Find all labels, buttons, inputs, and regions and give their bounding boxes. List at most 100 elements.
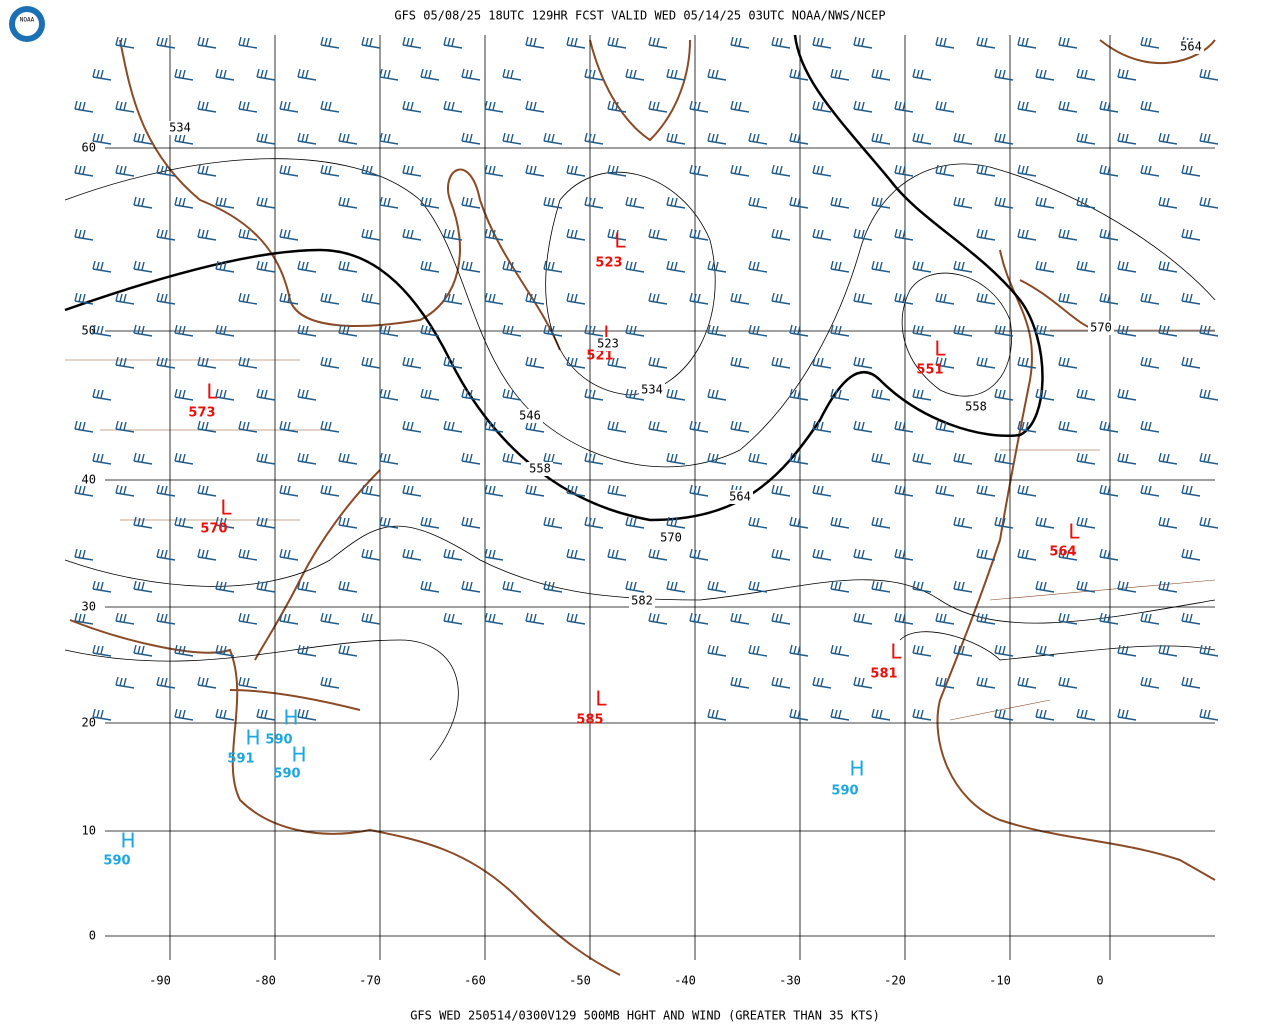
contour-label-bg (1088, 321, 1114, 335)
wind-barb (74, 100, 94, 113)
contour-label-bg (727, 490, 753, 504)
wind-barb (648, 292, 668, 305)
wind-barb (402, 36, 422, 49)
wind-barb (1058, 36, 1078, 49)
wind-barb (461, 388, 481, 401)
wind-barb (666, 516, 686, 529)
wind-barb (1017, 676, 1037, 689)
wind-barb (953, 324, 973, 337)
wind-barb (976, 484, 996, 497)
wind-barb (976, 36, 996, 49)
contour-label: 570 (1090, 321, 1112, 335)
wind-barb (1117, 644, 1137, 657)
wind-barb (484, 164, 504, 177)
wind-barb (1181, 356, 1201, 369)
wind-barb (894, 228, 914, 241)
wind-barb (789, 516, 809, 529)
wind-barb (953, 196, 973, 209)
wind-barb (297, 708, 317, 721)
wind-barb (912, 132, 932, 145)
wind-barb (935, 292, 955, 305)
wind-barb (1158, 644, 1178, 657)
center-value: 590 (273, 767, 300, 782)
center-symbol: H (245, 726, 260, 750)
wind-barb (566, 612, 586, 625)
wind-barb (976, 676, 996, 689)
wind-barb (830, 580, 850, 593)
wind-barb (297, 452, 317, 465)
wind-barb (812, 228, 832, 241)
wind-barb (320, 612, 340, 625)
wind-barb (443, 356, 463, 369)
wind-barb (730, 356, 750, 369)
wind-barb (402, 356, 422, 369)
wind-barb (1058, 548, 1078, 561)
wind-barb (707, 260, 727, 273)
wind-barb (379, 388, 399, 401)
wind-barb (238, 676, 258, 689)
wind-barb (338, 196, 358, 209)
wind-barb (789, 708, 809, 721)
contour-label-bg (517, 409, 543, 423)
wind-barb (648, 228, 668, 241)
wind-barb (689, 548, 709, 561)
lon-label: 0 (1096, 974, 1103, 988)
wind-barb (420, 516, 440, 529)
contour-label-bg (658, 531, 684, 545)
wind-barb (689, 484, 709, 497)
wind-barb (666, 132, 686, 145)
wind-barb (1140, 164, 1160, 177)
wind-barb (443, 612, 463, 625)
wind-barb (584, 324, 604, 337)
wind-barb (1017, 420, 1037, 433)
wind-barb (648, 36, 668, 49)
wind-barb (156, 676, 176, 689)
wind-barb (707, 324, 727, 337)
wind-barb (543, 132, 563, 145)
wind-barb (894, 548, 914, 561)
wind-barb (1058, 292, 1078, 305)
wind-barb (92, 644, 112, 657)
wind-barb (502, 260, 522, 273)
wind-barb (338, 260, 358, 273)
wind-barb (953, 644, 973, 657)
wind-barb (1017, 548, 1037, 561)
wind-barb (502, 452, 522, 465)
wind-barb (830, 388, 850, 401)
wind-barb (133, 580, 153, 593)
wind-barb (156, 356, 176, 369)
wind-barb (912, 260, 932, 273)
wind-barb (1058, 612, 1078, 625)
wind-barb (871, 580, 891, 593)
wind-barb (443, 548, 463, 561)
wind-barb (689, 292, 709, 305)
wind-barb (156, 36, 176, 49)
wind-barb (976, 612, 996, 625)
wind-barb (689, 228, 709, 241)
contour-label-bg (595, 337, 621, 351)
wind-barb (174, 388, 194, 401)
wind-barb (994, 68, 1014, 81)
wind-barb (935, 612, 955, 625)
wind-barb (935, 356, 955, 369)
wind-barb (1199, 196, 1219, 209)
wind-barb (871, 132, 891, 145)
wind-barb (502, 68, 522, 81)
wind-barb (174, 644, 194, 657)
wind-barb (461, 260, 481, 273)
wind-barb (584, 196, 604, 209)
lat-label: 60 (82, 141, 96, 155)
wind-barb (525, 612, 545, 625)
wind-barb (789, 132, 809, 145)
wind-barb (935, 100, 955, 113)
wind-barb (338, 580, 358, 593)
wind-barb (1035, 580, 1055, 593)
wind-barb (730, 420, 750, 433)
wind-barb (935, 420, 955, 433)
wind-barb (115, 292, 135, 305)
wind-barb (215, 580, 235, 593)
wind-barb (853, 228, 873, 241)
wind-barb (1076, 388, 1096, 401)
contour-label-bg (527, 462, 553, 476)
lat-label: 20 (82, 716, 96, 730)
